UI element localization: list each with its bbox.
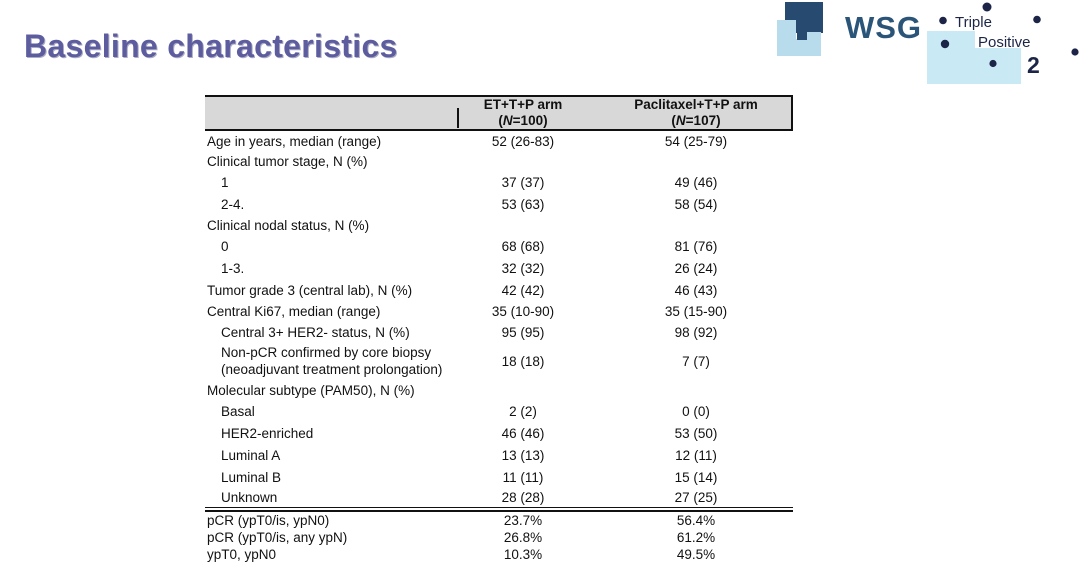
row-value-arm2: 46 (43) [674,282,718,298]
row-label: Unknown [221,490,278,505]
table-row: 2-4. 53 (63) 58 (54) [205,194,793,216]
arm1-title: ET+T+P arm [483,97,563,113]
row-label: 0 [221,239,229,254]
row-value-arm1: 52 (26-83) [491,133,555,149]
row-label: 1 [221,175,229,190]
arm2-title: Paclitaxel+T+P arm [634,97,758,113]
table-row: Luminal A 13 (13) 12 (11) [205,445,793,467]
table-row: HER2-enriched 46 (46) 53 (50) [205,423,793,445]
tp-logo-number: 2 [1027,52,1040,78]
table-row: Non-pCR confirmed by core biopsy (neoadj… [205,343,793,381]
table-row: Central Ki67, median (range) 35 (10-90) … [205,301,793,322]
row-label: Basal [221,404,255,419]
row-value-arm1: 42 (42) [501,282,545,298]
row-value-arm2: 15 (14) [674,470,718,485]
row-value-arm2: 98 (92) [674,324,718,340]
header-divider-tick [457,108,459,128]
row-value-arm1: 11 (11) [502,470,544,485]
page-title: Baseline characteristics [24,28,398,64]
row-label: pCR (ypT0/is, ypN0) [207,512,330,528]
baseline-table: ET+T+P arm (N=100) Paclitaxel+T+P arm (N… [205,95,793,563]
row-value-arm1: 68 (68) [501,239,545,254]
table-row: Central 3+ HER2- status, N (%) 95 (95) 9… [205,322,793,343]
row-label: Tumor grade 3 (central lab), N (%) [207,282,413,298]
row-value-arm2: 53 (50) [674,426,718,441]
row-value-arm1: 37 (37) [501,175,545,190]
row-value-arm1: 13 (13) [501,448,545,463]
row-value-arm2: 81 (76) [674,239,718,254]
summary-row: pCR (ypT0/is, any ypN) 26.8% 61.2% [205,529,793,546]
row-value-arm1: 28 (28) [501,490,545,505]
row-value-arm2: 27 (25) [674,490,718,505]
row-label: HER2-enriched [221,426,314,441]
row-value-arm2: 49 (46) [674,175,718,190]
row-value-arm1: 95 (95) [501,324,545,340]
column-header-arm1: ET+T+P arm (N=100) [447,97,599,129]
row-value-arm1: 23.7% [503,512,543,528]
row-value-arm1: 26.8% [503,529,543,545]
summary-row: pCR (ypT0/is, ypN0) 23.7% 56.4% [205,512,793,529]
row-value-arm2: 35 (15-90) [664,303,728,319]
row-value-arm1: 2 (2) [509,404,537,419]
row-label: 2-4. [221,197,245,212]
row-value-arm2: 12 (11) [675,448,717,463]
wsg-logo-text: WSG [845,10,923,45]
row-label: Age in years, median (range) [207,133,382,149]
wsg-logo-icon [777,2,823,56]
header-label-spacer [205,97,447,129]
table-row: Molecular subtype (PAM50), N (%) [205,381,793,401]
arm2-n: (N=107) [671,112,721,128]
summary-divider [205,506,793,512]
row-value-arm2: 26 (24) [674,261,718,276]
table-row: 1 37 (37) 49 (46) [205,172,793,194]
row-label: ypT0, ypN0 [207,547,277,563]
row-value-arm2: 61.2% [676,529,716,545]
row-value-arm2: 54 (25-79) [664,133,728,149]
row-label: Clinical nodal status, N (%) [207,218,370,233]
table-header-row: ET+T+P arm (N=100) Paclitaxel+T+P arm (N… [205,95,793,131]
row-label: Central Ki67, median (range) [207,303,381,319]
table-row: Clinical nodal status, N (%) [205,216,793,236]
row-label: Non-pCR confirmed by core biopsy (neoadj… [221,345,443,377]
column-header-arm2: Paclitaxel+T+P arm (N=107) [599,97,793,129]
table-row: Age in years, median (range) 52 (26-83) … [205,131,793,152]
arm1-n: (N=100) [498,112,548,128]
row-label: Luminal A [221,448,281,463]
row-label: Luminal B [221,470,282,485]
tp-logo-line1: Triple [955,14,992,31]
row-label: pCR (ypT0/is, any ypN) [207,529,348,545]
row-value-arm2: 49.5% [676,547,716,563]
row-value-arm1: 35 (10-90) [491,303,555,319]
triple-positive-2-logo-icon: Triple Positive 2 [927,2,1079,84]
table-row: Basal 2 (2) 0 (0) [205,401,793,423]
row-value-arm1: 18 (18) [501,354,545,369]
row-value-arm1: 10.3% [503,547,543,563]
row-value-arm1: 32 (32) [501,261,545,276]
summary-row: ypT0, ypN0 10.3% 49.5% [205,546,793,563]
row-value-arm1: 46 (46) [501,426,545,441]
row-label: Clinical tumor stage, N (%) [207,154,368,169]
table-row: 0 68 (68) 81 (76) [205,236,793,258]
row-label: Molecular subtype (PAM50), N (%) [207,383,415,398]
row-label: Central 3+ HER2- status, N (%) [221,324,410,340]
table-row: Unknown 28 (28) 27 (25) [205,489,793,507]
row-label: 1-3. [221,261,245,276]
row-value-arm2: 56.4% [676,512,716,528]
tp-logo-line2: Positive [978,34,1031,51]
row-value-arm2: 7 (7) [682,354,710,369]
row-value-arm2: 0 (0) [682,404,710,419]
table-row: 1-3. 32 (32) 26 (24) [205,258,793,280]
table-row: Tumor grade 3 (central lab), N (%) 42 (4… [205,280,793,301]
row-value-arm1: 53 (63) [501,197,545,212]
table-row: Clinical tumor stage, N (%) [205,152,793,172]
row-value-arm2: 58 (54) [674,197,718,212]
table-row: Luminal B 11 (11) 15 (14) [205,467,793,489]
